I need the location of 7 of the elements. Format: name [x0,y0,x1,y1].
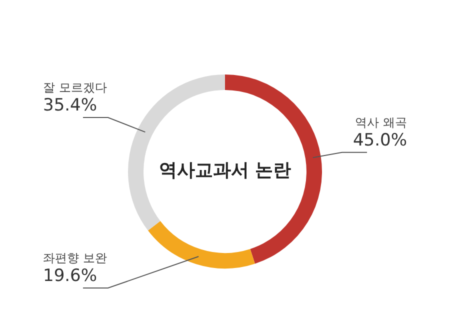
slice-label: 잘 모르겠다 [43,80,107,94]
data-label: 19.6% [43,266,98,286]
data-label: 45.0% [352,130,407,150]
slice-label: 좌편향 보완 [43,250,107,265]
data-label: 35.4% [43,95,98,116]
text: 역사교과서 논란 [158,160,292,182]
slice-label: 역사 왜곡 [355,115,407,130]
